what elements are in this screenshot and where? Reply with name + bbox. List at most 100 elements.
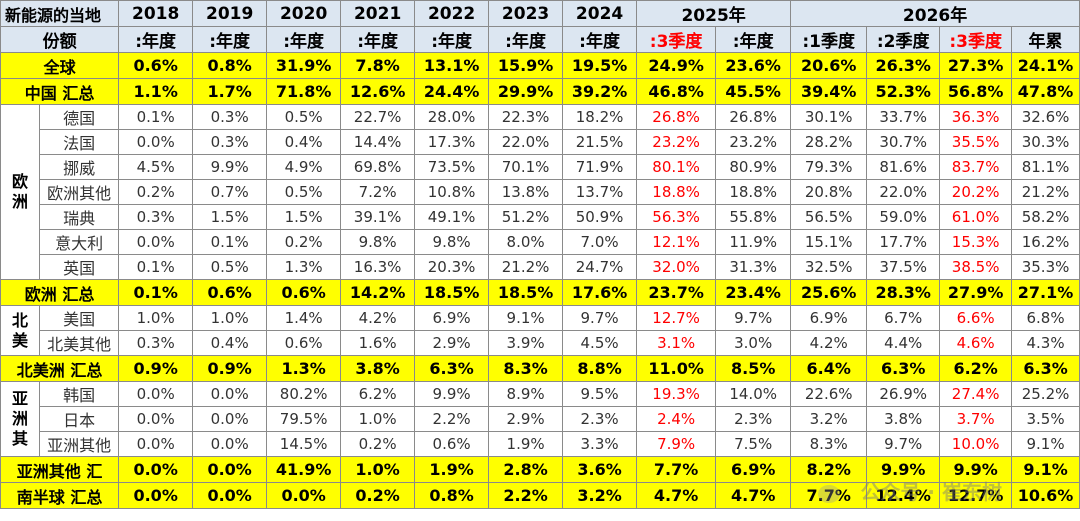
cell-value: 1.3% <box>266 254 342 280</box>
cell-value: 31.9% <box>266 52 342 79</box>
cell-value: 45.5% <box>715 78 792 105</box>
cell-value: 32.6% <box>1011 104 1080 130</box>
cell-value: 7.2% <box>340 179 416 205</box>
cell-value: 9.1% <box>1011 456 1080 483</box>
region-label: 欧洲 <box>0 104 41 280</box>
cell-value: 3.2% <box>562 482 638 509</box>
cell-value: 9.8% <box>340 229 416 255</box>
cell-value: 7.0% <box>562 229 638 255</box>
cell-value: 18.8% <box>636 179 717 205</box>
cell-value: 26.8% <box>715 104 792 130</box>
cell-value: 15.3% <box>939 229 1013 255</box>
cell-value: 1.5% <box>266 204 342 230</box>
table-row: 法国 0.0% 0.3% 0.4% 14.4% 17.3% 22.0% 21.5% 23.2% 2… <box>1 129 1080 155</box>
table-row: 瑞典 0.3% 1.5% 1.5% 39.1% 49.1% 51.2% 50.9% 56.3% 5… <box>1 204 1080 230</box>
table-row: 日本 0.0% 0.0% 79.5% 1.0% 2.2% 2.9% 2.3% 2.4% 2.3% 3… <box>1 406 1080 432</box>
cell-value: 28.0% <box>414 104 490 130</box>
cell-value: 7.7% <box>636 456 717 483</box>
cell-value: 36.3% <box>939 104 1013 130</box>
cell-value: 9.8% <box>414 229 490 255</box>
cell-value: 1.9% <box>488 431 564 457</box>
cell-value: 11.9% <box>715 229 792 255</box>
row-label: 中国 汇总 <box>0 78 120 105</box>
cell-value: 24.1% <box>1011 52 1080 79</box>
cell-value: 39.4% <box>790 78 868 105</box>
cell-value: 0.3% <box>118 330 194 356</box>
cell-value: 9.7% <box>562 305 638 331</box>
cell-value: 32.5% <box>790 254 868 280</box>
cell-value: 27.4% <box>939 381 1013 407</box>
cell-value: 0.0% <box>192 381 268 407</box>
table-row: 欧洲德国 0.1% 0.3% 0.5% 22.7% 28.0% 22.3% 18.2% 26.8… <box>0 104 1080 280</box>
cell-value: 59.0% <box>866 204 941 230</box>
cell-value: 0.6% <box>266 279 342 306</box>
cell-value: 22.7% <box>340 104 416 130</box>
year-2026: 2026年 <box>790 0 1080 27</box>
table-row: 北美其他 0.3% 0.4% 0.6% 1.6% 2.9% 3.9% 4.5% 3.1% 3.0%… <box>1 330 1080 356</box>
cell-value: 16.2% <box>1011 229 1080 255</box>
cell-value: 30.7% <box>866 129 941 155</box>
cell-value: 8.9% <box>488 381 564 407</box>
cell-value: 51.2% <box>488 204 564 230</box>
cell-value: 20.6% <box>790 52 868 79</box>
cell-value: 47.8% <box>1011 78 1080 105</box>
cell-value: 17.7% <box>866 229 941 255</box>
year-2020: 2020 <box>266 0 342 27</box>
cell-value: 0.3% <box>118 204 194 230</box>
row-label: 全球 <box>0 52 120 79</box>
cell-value: 9.9% <box>414 381 490 407</box>
row-label: 南半球 汇总 <box>0 482 120 509</box>
cell-value: 15.9% <box>488 52 564 79</box>
cell-value: 8.3% <box>488 355 564 382</box>
row-label: 北美其他 <box>39 330 120 356</box>
cell-value: 1.0% <box>340 456 416 483</box>
row-label: 挪威 <box>39 154 120 180</box>
cell-value: 46.8% <box>636 78 717 105</box>
period-2026-q2: :2季度 <box>866 26 941 53</box>
period-annual: :年度 <box>488 26 564 53</box>
cell-value: 7.9% <box>636 431 717 457</box>
cell-value: 83.7% <box>939 154 1013 180</box>
period-2025-q3: :3季度 <box>636 26 717 53</box>
cell-value: 26.9% <box>866 381 941 407</box>
row-label: 法国 <box>39 129 120 155</box>
cell-value: 24.9% <box>636 52 717 79</box>
row-label: 美国 <box>39 305 120 331</box>
cell-value: 1.4% <box>266 305 342 331</box>
cell-value: 4.7% <box>636 482 717 509</box>
row-label: 瑞典 <box>39 204 120 230</box>
cell-value: 14.0% <box>715 381 792 407</box>
cell-value: 6.3% <box>414 355 490 382</box>
cell-value: 2.3% <box>715 406 792 432</box>
cell-value: 1.6% <box>340 330 416 356</box>
cell-value: 22.6% <box>790 381 868 407</box>
cell-value: 1.9% <box>414 456 490 483</box>
cell-value: 23.7% <box>636 279 717 306</box>
cell-value: 2.9% <box>488 406 564 432</box>
cell-value: 0.5% <box>266 179 342 205</box>
cell-value: 0.0% <box>118 129 194 155</box>
summary-row: 中国 汇总 1.1% 1.7% 71.8% 12.6% 24.4% 29.9% 39.2% 46… <box>0 78 1080 105</box>
table-row: 挪威 4.5% 9.9% 4.9% 69.8% 73.5% 70.1% 71.9% 80.1% 8… <box>1 154 1080 180</box>
cell-value: 3.9% <box>488 330 564 356</box>
cell-value: 18.2% <box>562 104 638 130</box>
cell-value: 7.5% <box>715 431 792 457</box>
cell-value: 61.0% <box>939 204 1013 230</box>
cell-value: 10.6% <box>1011 482 1080 509</box>
row-label: 英国 <box>39 254 120 280</box>
cell-value: 13.1% <box>414 52 490 79</box>
cell-value: 10.0% <box>939 431 1013 457</box>
wechat-watermark-icon <box>818 485 840 503</box>
cell-value: 41.9% <box>266 456 342 483</box>
corner-label-line2: 份额 <box>0 26 120 53</box>
year-2019: 2019 <box>192 0 268 27</box>
cell-value: 4.9% <box>266 154 342 180</box>
cell-value: 3.7% <box>939 406 1013 432</box>
cell-value: 0.0% <box>192 456 268 483</box>
cell-value: 3.1% <box>636 330 717 356</box>
year-2024: 2024 <box>562 0 638 27</box>
cell-value: 6.2% <box>340 381 416 407</box>
cell-value: 20.2% <box>939 179 1013 205</box>
cell-value: 0.5% <box>266 104 342 130</box>
cell-value: 16.3% <box>340 254 416 280</box>
